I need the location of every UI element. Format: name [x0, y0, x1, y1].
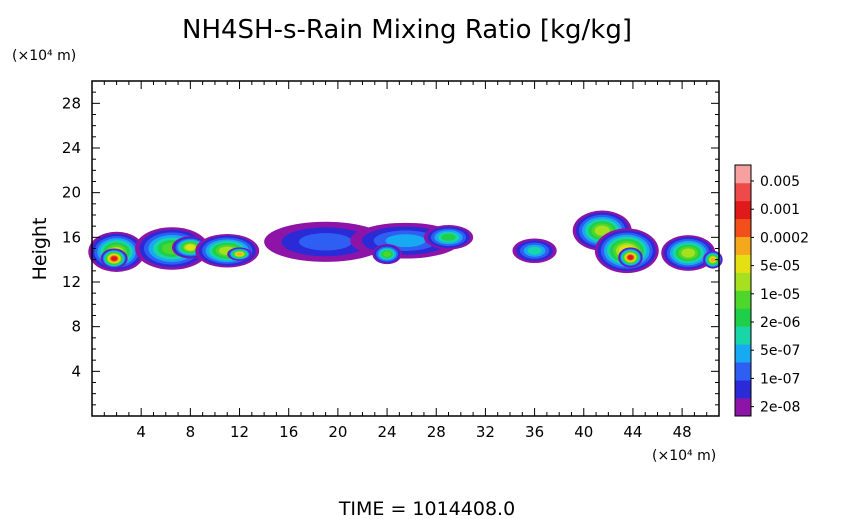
y-unit-label: (×10⁴ m)	[12, 48, 76, 64]
colorbar-swatch	[735, 290, 751, 309]
y-tick-label: 4	[71, 362, 81, 380]
colorbar-frame	[734, 164, 752, 417]
data-field	[88, 210, 723, 274]
colorbar-label: 2e-08	[760, 400, 800, 416]
colorbar-label: 5e-05	[760, 259, 800, 275]
field-blob-14-level-7	[681, 248, 696, 258]
colorbar-swatch	[735, 362, 751, 381]
colorbar-label: 2e-06	[760, 315, 800, 331]
y-tick-label: 24	[62, 139, 81, 157]
field-blob-13-level-11	[627, 255, 634, 260]
y-tick-label: 12	[62, 273, 81, 291]
x-unit-label: (×10⁴ m)	[652, 448, 716, 464]
colorbar-label: 1e-07	[760, 371, 800, 387]
y-tick-label: 8	[71, 318, 81, 336]
colorbar-label: 0.005	[760, 174, 800, 190]
colorbar-swatch	[735, 272, 751, 291]
colorbar-swatch	[735, 308, 751, 327]
x-tick-label: 44	[623, 423, 642, 441]
colorbar-swatch	[735, 254, 751, 273]
colorbar-swatch	[735, 380, 751, 399]
colorbar-label: 5e-07	[760, 343, 800, 359]
colorbar-label: 1e-05	[760, 287, 800, 303]
colorbar: 0.005 0.001 0.0002 5e-05 1e-05 2e-06 5e-07 1e-0…	[734, 164, 809, 417]
colorbar-label: 0.001	[760, 202, 800, 218]
field-blob-10-level-4	[527, 246, 542, 255]
colorbar-swatch	[735, 200, 751, 220]
x-tick-label: 16	[279, 423, 298, 441]
colorbar-swatch	[735, 398, 751, 417]
field-blob-9-level-5	[441, 233, 456, 241]
x-tick-label: 32	[476, 423, 495, 441]
field-blob-8-level-6	[383, 251, 392, 257]
y-axis-label: Height	[29, 218, 51, 281]
x-tick-label: 36	[525, 423, 544, 441]
chart-title: NH4SH-s-Rain Mixing Ratio [kg/kg]	[182, 15, 632, 45]
y-tick-label: 20	[62, 184, 81, 202]
colorbar-label: 0.0002	[760, 230, 809, 246]
field-blob-6-level-2	[298, 233, 353, 251]
time-footer: TIME = 1014408.0	[338, 498, 515, 519]
field-blob-15-level-9	[710, 257, 716, 262]
x-tick-label: 24	[378, 423, 397, 441]
colorbar-swatch	[735, 165, 751, 184]
x-tick-label: 20	[328, 423, 347, 441]
x-tick-label: 8	[186, 423, 196, 441]
x-tick-label: 12	[230, 423, 249, 441]
colorbar-swatch	[735, 326, 751, 345]
field-blob-3-level-8	[185, 244, 195, 251]
colorbar-swatch	[735, 236, 751, 255]
colorbar-swatch	[735, 182, 751, 202]
x-tick-label: 48	[673, 423, 692, 441]
field-blob-1-level-11	[111, 256, 118, 261]
colorbar-swatch	[735, 344, 751, 363]
x-tick-label: 28	[427, 423, 446, 441]
field-blob-5-level-9	[236, 252, 243, 256]
colorbar-swatch	[735, 218, 751, 238]
y-tick-label: 16	[62, 228, 81, 246]
y-tick-label: 28	[62, 94, 81, 112]
field-blob-11-level-7	[594, 225, 610, 236]
field-blob-7-level-3	[385, 234, 426, 248]
x-tick-label: 4	[136, 423, 146, 441]
x-tick-label: 40	[574, 423, 593, 441]
